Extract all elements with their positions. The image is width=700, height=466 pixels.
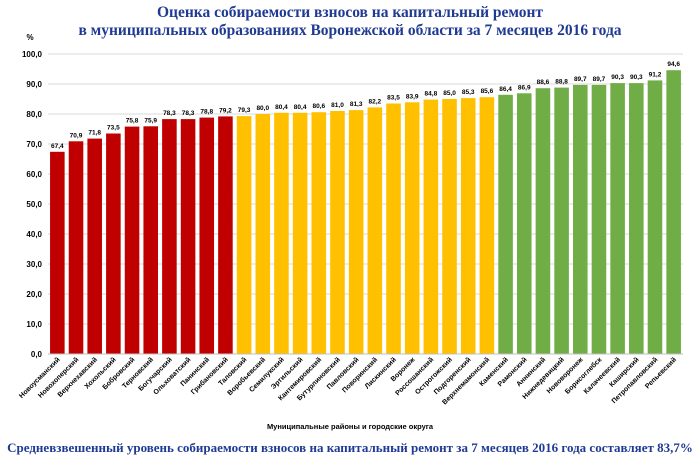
y-tick-label: 60,0 bbox=[26, 170, 42, 179]
bar bbox=[180, 119, 196, 354]
chart-title: Оценка собираемости взносов на капитальн… bbox=[0, 4, 700, 40]
bar-value-label: 73,5 bbox=[107, 125, 120, 132]
bar-value-label: 67,4 bbox=[51, 143, 64, 150]
bar bbox=[218, 116, 233, 355]
bar-value-label: 89,7 bbox=[574, 76, 587, 83]
bar-value-label: 70,9 bbox=[70, 132, 83, 139]
chart-title-line-1: Оценка собираемости взносов на капитальн… bbox=[156, 4, 544, 21]
x-axis-label: Муниципальные районы и городские округа bbox=[267, 422, 434, 431]
bar-value-label: 75,9 bbox=[144, 117, 157, 124]
y-tick-label: 30,0 bbox=[26, 260, 42, 269]
y-axis-label: % bbox=[26, 33, 33, 42]
bar-value-label: 86,4 bbox=[499, 86, 512, 93]
y-tick-label: 10,0 bbox=[26, 320, 42, 329]
bar-value-label: 75,8 bbox=[126, 118, 139, 125]
bar-value-label: 71,8 bbox=[88, 130, 101, 137]
bar-value-label: 90,3 bbox=[611, 74, 624, 81]
bar bbox=[68, 141, 84, 354]
bar-value-label: 85,0 bbox=[443, 90, 456, 97]
bar bbox=[647, 80, 663, 355]
bar bbox=[460, 98, 476, 354]
bar-value-label: 78,3 bbox=[182, 110, 195, 117]
y-axis-ticks: 0,0 10,0 20,0 30,0 40,0 50,0 60,0 70,0 80,0 90,0 1… bbox=[22, 50, 43, 359]
bar bbox=[162, 119, 177, 354]
bar-value-label: 90,3 bbox=[630, 74, 643, 81]
bar-value-label: 85,6 bbox=[481, 88, 494, 95]
bar bbox=[292, 112, 308, 354]
bar bbox=[367, 107, 383, 355]
x-tick-label: Лискинский bbox=[363, 356, 398, 391]
bar bbox=[666, 70, 681, 354]
bar bbox=[386, 103, 401, 354]
footer-note: Средневзвешенный уровень собираемости вз… bbox=[7, 440, 693, 455]
gridlines bbox=[48, 53, 683, 355]
bar-value-label: 82,2 bbox=[369, 98, 382, 105]
bar bbox=[591, 84, 607, 355]
bar-value-label: 84,8 bbox=[425, 91, 438, 98]
x-tick-label: Бобровский bbox=[101, 356, 137, 392]
bar-value-label: 78,3 bbox=[163, 110, 176, 117]
bar-value-label: 78,8 bbox=[200, 109, 213, 116]
x-axis-ticks: НовоусманскийНовохоперскийВерхнехавскийХ… bbox=[18, 355, 679, 406]
bar-value-label: 89,7 bbox=[593, 76, 606, 83]
bar-value-label: 80,4 bbox=[275, 104, 288, 111]
bar bbox=[442, 99, 457, 354]
bar bbox=[423, 99, 439, 354]
x-tick-label: Павловский bbox=[325, 356, 360, 391]
bar-value-label: 88,8 bbox=[555, 79, 568, 86]
bar bbox=[479, 97, 495, 354]
y-tick-label: 70,0 bbox=[26, 140, 42, 149]
y-tick-label: 90,0 bbox=[26, 80, 42, 89]
y-tick-label: 80,0 bbox=[26, 110, 42, 119]
bar-value-label: 81,0 bbox=[331, 102, 344, 109]
y-tick-label: 100,0 bbox=[22, 50, 43, 59]
bar-value-label: 83,5 bbox=[387, 95, 400, 102]
bar-value-label: 79,3 bbox=[238, 107, 251, 114]
y-tick-label: 50,0 bbox=[26, 200, 42, 209]
bar-value-label: 79,2 bbox=[219, 107, 232, 114]
bar bbox=[311, 112, 327, 354]
x-tick-label: Эртильский bbox=[269, 356, 304, 391]
x-tick-label: Хохольский bbox=[83, 356, 118, 391]
bar-value-label: 81,3 bbox=[350, 101, 363, 108]
bar bbox=[199, 117, 215, 354]
bar bbox=[106, 133, 121, 354]
bar bbox=[554, 87, 569, 354]
bar bbox=[236, 116, 252, 354]
bar-value-label: 80,0 bbox=[256, 105, 269, 112]
bars bbox=[50, 70, 681, 355]
bar-value-label: 85,3 bbox=[462, 89, 475, 96]
bar bbox=[87, 138, 102, 354]
bar bbox=[124, 126, 140, 354]
y-tick-label: 20,0 bbox=[26, 290, 42, 299]
bar-value-label: 80,4 bbox=[294, 104, 307, 111]
bar bbox=[572, 84, 588, 355]
bar-value-label: 86,9 bbox=[518, 84, 531, 91]
bar bbox=[498, 94, 513, 355]
y-tick-label: 40,0 bbox=[26, 230, 42, 239]
bar-value-label: 88,6 bbox=[537, 79, 550, 86]
y-tick-label: 0,0 bbox=[31, 350, 43, 359]
bar bbox=[255, 114, 271, 354]
bar bbox=[348, 110, 364, 354]
bar bbox=[330, 111, 345, 354]
bar bbox=[516, 93, 532, 355]
bar bbox=[143, 126, 159, 354]
bar bbox=[629, 83, 644, 354]
chart-title-line-2: в муниципальных образованиях Воронежской… bbox=[78, 22, 622, 39]
bar bbox=[610, 83, 625, 354]
bar-value-label: 94,6 bbox=[667, 61, 680, 68]
value-labels: 67,4 70,9 71,8 73,5 75,8 75,9 78,3 78,3 78,8 79,2… bbox=[51, 61, 680, 150]
bar-value-label: 80,6 bbox=[312, 103, 325, 110]
bar bbox=[404, 102, 420, 354]
bar bbox=[274, 112, 289, 354]
x-tick-label: Богучарский bbox=[137, 356, 174, 393]
bar bbox=[50, 151, 65, 354]
bar-value-label: 91,2 bbox=[649, 71, 662, 78]
bar bbox=[535, 88, 551, 354]
bar-value-label: 83,9 bbox=[406, 93, 419, 100]
